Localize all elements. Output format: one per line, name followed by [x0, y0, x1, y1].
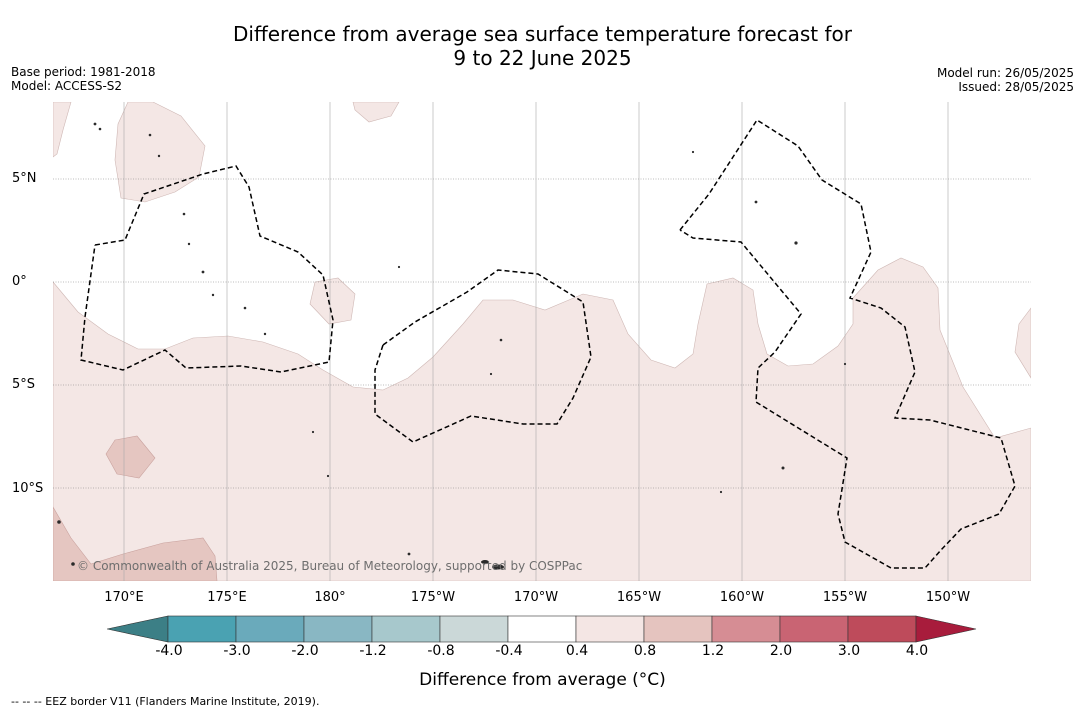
meta-right: Model run: 26/05/2025 Issued: 28/05/2025: [937, 66, 1074, 94]
map-title: Difference from average sea surface temp…: [0, 22, 1085, 70]
eez-border-tokelau: [374, 269, 592, 443]
eez-border-line-islands: [679, 118, 1016, 569]
colorbar-segment: [779, 615, 849, 643]
colorbar-segment: [711, 615, 781, 643]
colorbar-label: Difference from average (°C): [419, 670, 666, 690]
anomaly-patch-north-1: [114, 102, 206, 203]
colorbar-tick: 2.0: [769, 643, 793, 659]
meta-left: Base period: 1981-2018 Model: ACCESS-S2: [11, 65, 156, 93]
title-line-1: Difference from average sea surface temp…: [232, 22, 852, 46]
lat-label-5n: 5°N: [12, 171, 37, 186]
colorbar-tick: -1.2: [359, 643, 387, 659]
lon-label-170w: 170°W: [513, 590, 559, 605]
lat-label-0: 0°: [12, 274, 27, 289]
lon-label-175w: 175°W: [410, 590, 456, 605]
model-name: Model: ACCESS-S2: [11, 79, 123, 93]
base-period: Base period: 1981-2018: [11, 65, 156, 79]
lon-label-170e: 170°E: [104, 590, 144, 605]
anomaly-patch-east: [1014, 307, 1031, 379]
colorbar-tick: 0.4: [565, 643, 589, 659]
sst-anomaly-map: [53, 102, 1031, 581]
anomaly-region-medium-2: [53, 506, 218, 581]
lon-label-160w: 160°W: [719, 590, 765, 605]
lon-label-180: 180°: [314, 590, 346, 605]
colorbar-tick: 1.2: [701, 643, 725, 659]
issued-date: Issued: 28/05/2025: [958, 80, 1074, 94]
lon-label-165w: 165°W: [616, 590, 662, 605]
colorbar-tick: -0.4: [495, 643, 523, 659]
island-outlines: [57, 122, 847, 570]
anomaly-region-medium-1: [105, 435, 156, 479]
eez-border-kiribati-gilbert: [80, 165, 334, 373]
colorbar-segment: [303, 615, 373, 643]
map-gridlines: [53, 178, 1031, 489]
copyright-notice: © Commonwealth of Australia 2025, Bureau…: [77, 559, 583, 573]
colorbar-segment: [575, 615, 645, 643]
colorbar-segment: [235, 615, 305, 643]
eez-legend-note: -- -- -- EEZ border V11 (Flanders Marine…: [11, 695, 320, 708]
colorbar-segment: [167, 615, 237, 643]
colorbar-tick: 4.0: [905, 643, 929, 659]
lat-label-5s: 5°S: [12, 377, 36, 392]
title-line-2: 9 to 22 June 2025: [453, 46, 632, 70]
colorbar: [107, 615, 977, 643]
anomaly-patch-west: [53, 102, 72, 158]
colorbar-tick: -0.8: [427, 643, 455, 659]
map-meridians: [123, 102, 949, 581]
colorbar-segment: [847, 615, 917, 643]
colorbar-tick: -2.0: [291, 643, 319, 659]
anomaly-patch-small: [309, 277, 356, 325]
lon-label-175e: 175°E: [207, 590, 247, 605]
lat-label-10s: 10°S: [12, 481, 44, 496]
colorbar-extend-high: [915, 615, 977, 643]
colorbar-segment: [643, 615, 713, 643]
colorbar-segment: [439, 615, 509, 643]
eez-borders: [80, 118, 1016, 569]
colorbar-tick: -4.0: [155, 643, 183, 659]
lon-label-155w: 155°W: [822, 590, 868, 605]
colorbar-segment: [371, 615, 441, 643]
colorbar-extend-low: [107, 615, 169, 643]
anomaly-region-light: [53, 257, 1031, 581]
colorbar-tick: 0.8: [633, 643, 657, 659]
lon-label-150w: 150°W: [925, 590, 971, 605]
model-run: Model run: 26/05/2025: [936, 66, 1074, 80]
colorbar-tick: -3.0: [223, 643, 251, 659]
anomaly-patch-north-2: [352, 102, 400, 123]
colorbar-segment: [507, 615, 577, 643]
colorbar-tick: 3.0: [837, 643, 861, 659]
